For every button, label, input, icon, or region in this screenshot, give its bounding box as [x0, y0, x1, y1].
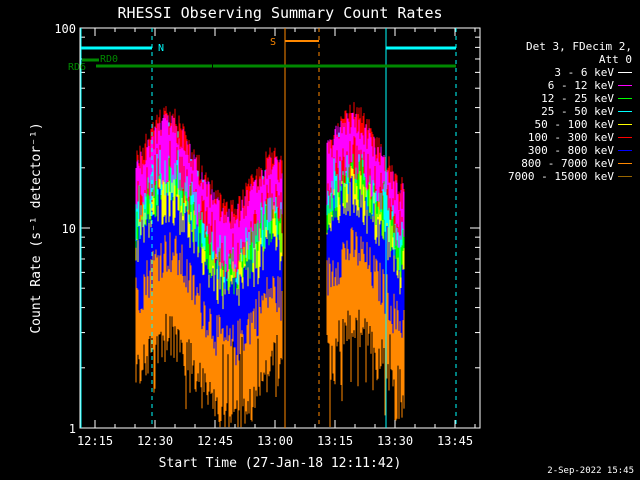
x-tick-label-3: 13:00 — [257, 434, 293, 448]
legend-swatch — [618, 163, 632, 164]
x-tick-label-1: 12:30 — [137, 434, 173, 448]
legend-entry: 6 - 12 keV — [496, 79, 636, 92]
legend-entry: 25 - 50 keV — [496, 105, 636, 118]
legend-swatch — [618, 111, 632, 112]
legend-swatch — [618, 72, 632, 73]
legend-swatch — [618, 176, 632, 177]
legend-swatch — [618, 85, 632, 86]
x-axis-label: Start Time (27-Jan-18 12:11:42) — [159, 456, 402, 471]
legend-entry-label: 25 - 50 keV — [541, 105, 614, 118]
x-tick-label-0: 12:15 — [77, 434, 113, 448]
legend-entry: 7000 - 15000 keV — [496, 170, 636, 183]
legend-header-line-1: Det 3, FDecim 2, — [526, 40, 632, 53]
legend-entry: 50 - 100 keV — [496, 118, 636, 131]
legend-entry-label: 300 - 800 keV — [527, 144, 614, 157]
legend-entry-label: 100 - 300 keV — [527, 131, 614, 144]
timestamp: 2-Sep-2022 15:45 — [547, 466, 634, 476]
series-band-6 — [135, 112, 405, 272]
legend-entry: 12 - 25 keV — [496, 92, 636, 105]
flag-label-rd0: RD0 — [100, 54, 118, 65]
y-axis-label: Count Rate (s⁻¹ detector⁻¹) — [29, 122, 44, 333]
legend-entry: 3 - 6 keV — [496, 66, 636, 79]
legend-swatch — [618, 124, 632, 125]
legend-entry-label: 6 - 12 keV — [547, 79, 614, 92]
legend-entry-label: 7000 - 15000 keV — [508, 170, 614, 183]
data-layer — [135, 102, 405, 428]
y-tick-label-0: 1 — [69, 422, 76, 436]
legend-swatch — [618, 98, 632, 99]
legend-entry: 300 - 800 keV — [496, 144, 636, 157]
y-tick-label-2: 100 — [54, 22, 76, 36]
legend-swatch — [618, 137, 632, 138]
x-tick-label-5: 13:30 — [377, 434, 413, 448]
x-tick-label-2: 12:45 — [197, 434, 233, 448]
flag-label-s: S — [270, 37, 276, 48]
legend-swatch — [618, 150, 632, 151]
frame-layer: 12:15 12:30 12:45 13:00 13:15 13:30 13:45 1 10 10… — [54, 22, 481, 448]
y-tick-label-1: 10 — [62, 222, 76, 236]
legend-entry-label: 800 - 7000 keV — [521, 157, 614, 170]
flag-label-n: N — [158, 43, 164, 54]
legend-entries: 3 - 6 keV 6 - 12 keV 12 - 25 keV 25 - 50 ke… — [496, 66, 636, 183]
legend-entry: 100 - 300 keV — [496, 131, 636, 144]
chart-title: RHESSI Observing Summary Count Rates — [117, 4, 442, 22]
legend-entry-label: 50 - 100 keV — [534, 118, 614, 131]
x-tick-label-4: 13:15 — [317, 434, 353, 448]
legend-entry: 800 - 7000 keV — [496, 157, 636, 170]
legend-header-line-2: Att 0 — [598, 53, 632, 66]
flag-label-rd6: RD6 — [68, 62, 86, 73]
x-tick-label-6: 13:45 — [437, 434, 473, 448]
legend-entry-label: 12 - 25 keV — [541, 92, 614, 105]
legend: Det 3, FDecim 2, Att 0 3 - 6 keV 6 - 12 k… — [496, 40, 636, 183]
legend-entry-label: 3 - 6 keV — [554, 66, 614, 79]
